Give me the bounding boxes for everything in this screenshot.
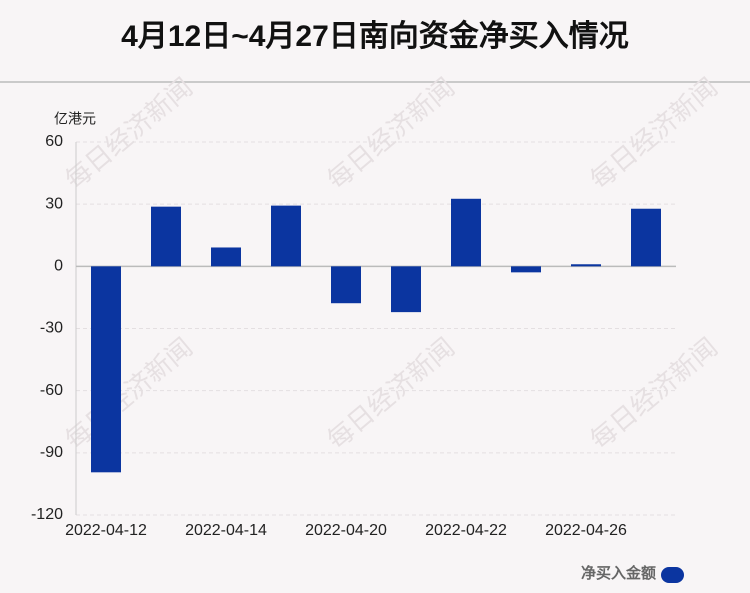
x-tick-label: 2022-04-12 bbox=[65, 522, 147, 539]
y-axis-unit: 亿港元 bbox=[54, 111, 96, 127]
bar bbox=[151, 206, 181, 267]
legend-swatch bbox=[661, 567, 684, 583]
y-tick-label: -90 bbox=[40, 444, 63, 461]
y-tick-label: -30 bbox=[40, 320, 63, 337]
bar bbox=[331, 266, 361, 304]
bar bbox=[391, 266, 421, 313]
legend-label: 净买入金额 bbox=[581, 564, 656, 582]
y-tick-label: 0 bbox=[54, 258, 63, 275]
bar bbox=[631, 208, 661, 267]
bar bbox=[211, 247, 241, 267]
x-tick-label: 2022-04-26 bbox=[545, 522, 627, 539]
y-tick-label: -60 bbox=[40, 382, 63, 399]
bar bbox=[451, 198, 481, 267]
y-tick-label: -120 bbox=[31, 506, 63, 523]
bar bbox=[271, 205, 301, 267]
y-tick-label: 30 bbox=[45, 195, 63, 212]
x-tick-label: 2022-04-20 bbox=[305, 522, 387, 539]
bar bbox=[91, 266, 121, 473]
x-tick-label: 2022-04-14 bbox=[185, 522, 267, 539]
y-tick-label: 60 bbox=[45, 133, 63, 150]
bar bbox=[511, 266, 541, 273]
bar bbox=[571, 264, 601, 267]
x-tick-label: 2022-04-22 bbox=[425, 522, 507, 539]
chart-title: 4月12日~4月27日南向资金净买入情况 bbox=[121, 19, 629, 53]
